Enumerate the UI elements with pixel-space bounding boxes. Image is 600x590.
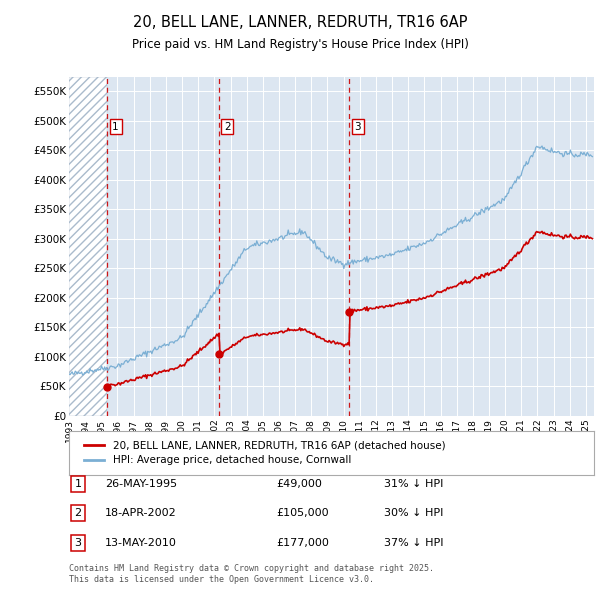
Text: 2: 2: [224, 122, 230, 132]
Text: £177,000: £177,000: [276, 538, 329, 548]
Text: 37% ↓ HPI: 37% ↓ HPI: [384, 538, 443, 548]
Text: 1: 1: [74, 479, 82, 489]
Text: 31% ↓ HPI: 31% ↓ HPI: [384, 479, 443, 489]
Text: This data is licensed under the Open Government Licence v3.0.: This data is licensed under the Open Gov…: [69, 575, 374, 584]
Text: 2: 2: [74, 509, 82, 518]
Text: 3: 3: [354, 122, 361, 132]
Text: 3: 3: [74, 538, 82, 548]
Text: 30% ↓ HPI: 30% ↓ HPI: [384, 509, 443, 518]
Text: 1: 1: [112, 122, 119, 132]
Text: £49,000: £49,000: [276, 479, 322, 489]
Text: Contains HM Land Registry data © Crown copyright and database right 2025.: Contains HM Land Registry data © Crown c…: [69, 565, 434, 573]
Text: Price paid vs. HM Land Registry's House Price Index (HPI): Price paid vs. HM Land Registry's House …: [131, 38, 469, 51]
Text: 26-MAY-1995: 26-MAY-1995: [105, 479, 177, 489]
Text: 20, BELL LANE, LANNER, REDRUTH, TR16 6AP: 20, BELL LANE, LANNER, REDRUTH, TR16 6AP: [133, 15, 467, 30]
Text: 18-APR-2002: 18-APR-2002: [105, 509, 177, 518]
Bar: [69, 77, 107, 416]
Text: £105,000: £105,000: [276, 509, 329, 518]
Legend: 20, BELL LANE, LANNER, REDRUTH, TR16 6AP (detached house), HPI: Average price, d: 20, BELL LANE, LANNER, REDRUTH, TR16 6AP…: [79, 436, 449, 470]
Text: 13-MAY-2010: 13-MAY-2010: [105, 538, 177, 548]
